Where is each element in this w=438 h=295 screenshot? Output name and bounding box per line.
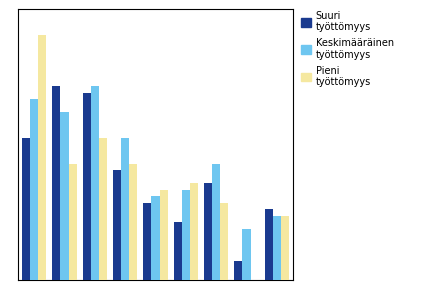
Bar	[91, 86, 99, 280]
Bar	[60, 112, 69, 280]
Bar	[234, 261, 242, 280]
Bar	[121, 138, 129, 280]
Bar	[281, 216, 289, 280]
Bar	[99, 138, 107, 280]
Bar	[242, 229, 251, 280]
Bar	[265, 209, 273, 280]
Bar	[152, 196, 159, 280]
Bar	[173, 222, 182, 280]
Bar	[143, 203, 152, 280]
Bar	[182, 190, 190, 280]
Bar	[69, 164, 77, 280]
Bar	[82, 93, 91, 280]
Bar	[273, 216, 281, 280]
Bar	[129, 164, 138, 280]
Bar	[113, 171, 121, 280]
Bar	[38, 35, 46, 280]
Legend: Suuri
työttömyys, Keskimääräinen
työttömyys, Pieni
työttömyys: Suuri työttömyys, Keskimääräinen työttöm…	[299, 9, 396, 89]
Bar	[190, 183, 198, 280]
Bar	[204, 183, 212, 280]
Bar	[212, 164, 220, 280]
Bar	[159, 190, 168, 280]
Bar	[52, 86, 60, 280]
Bar	[30, 99, 38, 280]
Bar	[220, 203, 229, 280]
Bar	[22, 138, 30, 280]
